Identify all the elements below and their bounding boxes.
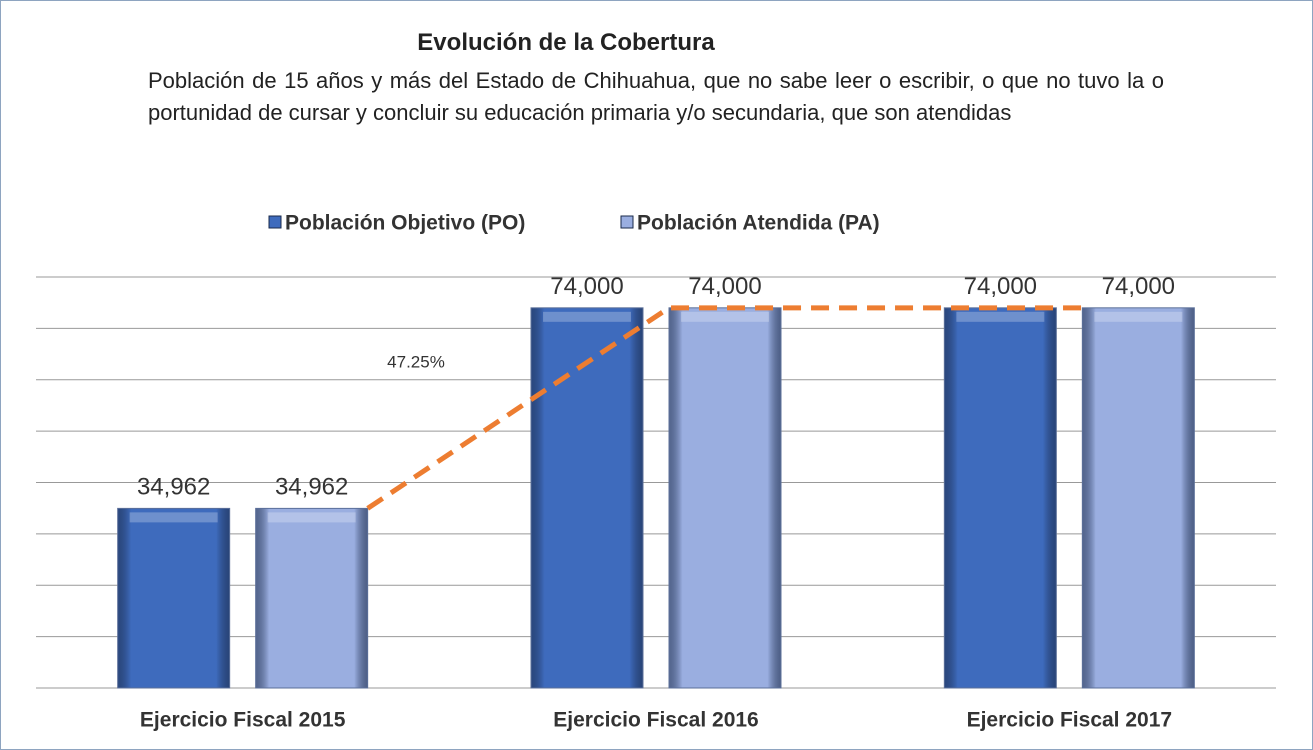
x-tick-label: Ejercicio Fiscal 2015 (140, 709, 346, 732)
legend-swatch (268, 215, 282, 229)
data-label: 74,000 (964, 273, 1037, 300)
bar-top-highlight (543, 311, 631, 322)
trend-line (366, 305, 1083, 511)
data-label: 34,962 (275, 474, 348, 501)
data-label: 74,000 (1102, 273, 1175, 300)
bar-bevel (668, 307, 782, 689)
data-label: 74,000 (550, 273, 623, 300)
x-tick-label: Ejercicio Fiscal 2017 (967, 709, 1172, 732)
bar-top-highlight (681, 311, 769, 322)
bar-bevel (1081, 307, 1195, 689)
bar-top-highlight (129, 512, 218, 523)
chart-subtitle: Población de 15 años y más del Estado de… (148, 68, 1164, 125)
legend-swatch (620, 215, 634, 229)
annotation: 47.25% (387, 352, 445, 371)
bar-top-highlight (267, 512, 356, 523)
bar-bevel (943, 307, 1057, 689)
legend-label: Población Objetivo (PO) (285, 212, 525, 235)
bar-bevel (255, 507, 369, 689)
bar-bevel (117, 507, 231, 689)
chart-title: Evolución de la Cobertura (417, 29, 715, 56)
x-tick-label: Ejercicio Fiscal 2016 (553, 709, 758, 732)
data-label: 34,962 (137, 474, 210, 501)
bar-top-highlight (956, 311, 1045, 322)
bar-top-highlight (1094, 311, 1183, 322)
bar-bevel (530, 307, 644, 689)
data-label: 74,000 (688, 273, 761, 300)
legend-label: Población Atendida (PA) (637, 212, 880, 235)
